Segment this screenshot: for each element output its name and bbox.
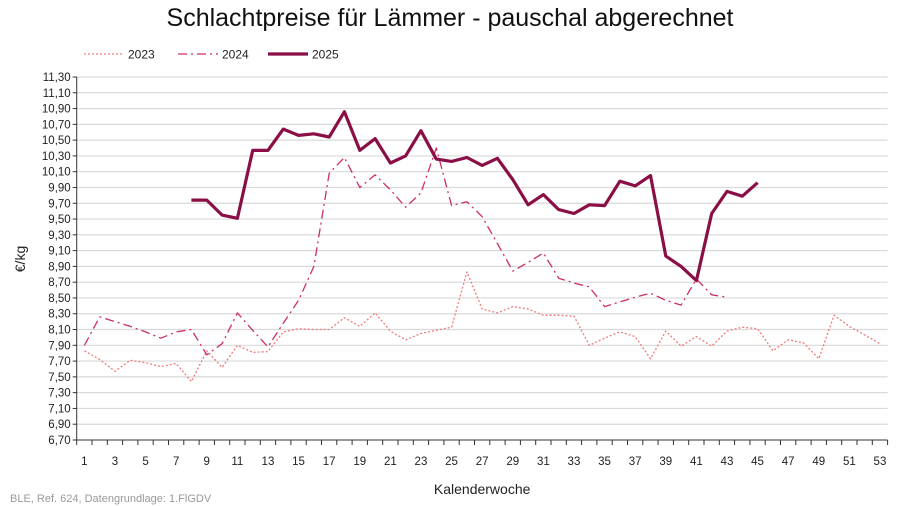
x-tick-label: 27: [476, 456, 489, 468]
y-tick-label: 8,50: [48, 293, 70, 305]
x-tick-label: 43: [721, 456, 734, 468]
y-tick-label: 7,90: [48, 340, 70, 352]
y-tick-label: 6,90: [48, 419, 70, 431]
x-tick-label: 51: [843, 456, 856, 468]
legend-label-2024: 2024: [222, 48, 249, 62]
x-tick-label: 41: [690, 456, 703, 468]
x-tick-label: 35: [598, 456, 611, 468]
chart-title: Schlachtpreise für Lämmer - pauschal abg…: [166, 4, 734, 32]
y-tick-label: 8,30: [48, 309, 70, 321]
x-tick-label: 19: [353, 456, 366, 468]
x-tick-label: 33: [568, 456, 581, 468]
y-tick-label: 10,90: [42, 104, 71, 116]
y-tick-label: 7,30: [48, 388, 70, 400]
source-note: BLE, Ref. 624, Datengrundlage: 1.FlGDV: [10, 493, 212, 505]
x-axis-label: Kalenderwoche: [434, 481, 531, 497]
y-tick-label: 9,90: [48, 182, 70, 194]
x-tick-label: 5: [142, 456, 148, 468]
y-axis-label: €/kg: [12, 246, 28, 272]
x-tick-label: 39: [659, 456, 672, 468]
x-tick-label: 9: [204, 456, 210, 468]
series-line-2025: [191, 110, 759, 283]
y-tick-label: 9,30: [48, 230, 70, 242]
x-tick-label: 21: [384, 456, 397, 468]
y-tick-label: 10,70: [42, 119, 71, 131]
x-tick-label: 15: [292, 456, 305, 468]
y-tick-label: 8,90: [48, 261, 70, 273]
y-tick-label: 7,50: [48, 372, 70, 384]
series-line-2024: [83, 147, 728, 356]
y-tick-label: 7,70: [48, 356, 70, 368]
x-tick-label: 17: [323, 456, 336, 468]
y-tick-label: 11,10: [43, 88, 71, 100]
x-tick-label: 45: [751, 456, 764, 468]
y-tick-label: 10,30: [42, 151, 71, 163]
x-tick-label: 31: [537, 456, 550, 468]
y-tick-label: 6,70: [48, 435, 70, 447]
y-tick-label: 10,10: [42, 167, 71, 179]
x-tick-label: 3: [112, 456, 118, 468]
y-tick-label: 7,10: [48, 403, 70, 415]
x-tick-label: 29: [506, 456, 519, 468]
series-line-2023: [84, 271, 881, 383]
x-tick-label: 37: [629, 456, 642, 468]
y-tick-label: 9,50: [48, 214, 70, 226]
y-tick-label: 11,30: [43, 72, 71, 84]
x-tick-label: 23: [415, 456, 428, 468]
x-tick-label: 47: [782, 456, 795, 468]
y-tick-label: 9,70: [48, 198, 70, 210]
legend-label-2025: 2025: [312, 48, 339, 62]
x-tick-label: 13: [262, 456, 275, 468]
x-tick-label: 53: [874, 456, 887, 468]
legend-label-2023: 2023: [128, 48, 155, 62]
x-tick-label: 25: [445, 456, 458, 468]
x-tick-label: 1: [81, 456, 87, 468]
y-tick-label: 10,50: [42, 135, 71, 147]
x-tick-label: 49: [812, 456, 825, 468]
x-tick-label: 11: [231, 456, 243, 468]
y-tick-label: 9,10: [48, 246, 70, 258]
y-tick-label: 8,10: [48, 325, 70, 337]
x-tick-label: 7: [173, 456, 179, 468]
y-tick-label: 8,70: [48, 277, 70, 289]
